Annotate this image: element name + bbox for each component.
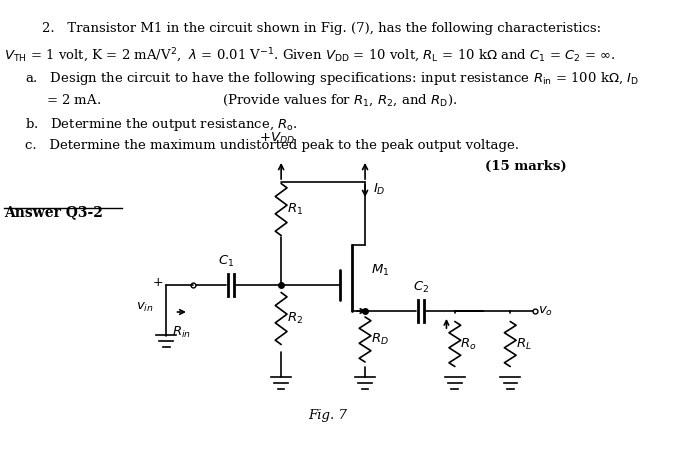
Text: (15 marks): (15 marks) — [485, 160, 567, 173]
Text: b.   Determine the output resistance, $R_{\rm o}$.: b. Determine the output resistance, $R_{… — [25, 116, 298, 133]
Text: $I_D$: $I_D$ — [373, 182, 385, 197]
Text: $R_{in}$: $R_{in}$ — [172, 325, 191, 340]
Text: $+V_{DD}$: $+V_{DD}$ — [259, 131, 295, 146]
Text: Fig. 7: Fig. 7 — [308, 409, 347, 422]
Text: a.   Design the circuit to have the following specifications: input resistance $: a. Design the circuit to have the follow… — [25, 70, 639, 87]
Text: Answer Q3-2: Answer Q3-2 — [4, 205, 103, 219]
Text: $R_L$: $R_L$ — [516, 336, 532, 352]
Text: $C_1$: $C_1$ — [219, 254, 235, 269]
Text: $v_o$: $v_o$ — [538, 304, 553, 318]
Text: $+$: $+$ — [152, 276, 163, 289]
Text: c.   Determine the maximum undistorted peak to the peak output voltage.: c. Determine the maximum undistorted pea… — [25, 139, 519, 152]
Text: $C_2$: $C_2$ — [413, 280, 429, 295]
Text: $M_1$: $M_1$ — [371, 262, 390, 277]
Text: = 2 mA.                             (Provide values for $R_1$, $R_2$, and $R_{\r: = 2 mA. (Provide values for $R_1$, $R_2$… — [46, 93, 458, 108]
Text: $R_1$: $R_1$ — [287, 202, 303, 217]
Text: $V_{\rm TH}$ = 1 volt, K = 2 mA/V$^2$,  $\lambda$ = 0.01 V$^{-1}$. Given $V_{\rm: $V_{\rm TH}$ = 1 volt, K = 2 mA/V$^2$, $… — [4, 47, 616, 65]
Text: $R_o$: $R_o$ — [460, 336, 476, 352]
Text: 2.   Transistor M1 in the circuit shown in Fig. (7), has the following character: 2. Transistor M1 in the circuit shown in… — [42, 22, 601, 35]
Text: $R_2$: $R_2$ — [287, 311, 303, 326]
Text: $R_D$: $R_D$ — [371, 332, 389, 347]
Text: $v_{in}$: $v_{in}$ — [136, 300, 154, 313]
